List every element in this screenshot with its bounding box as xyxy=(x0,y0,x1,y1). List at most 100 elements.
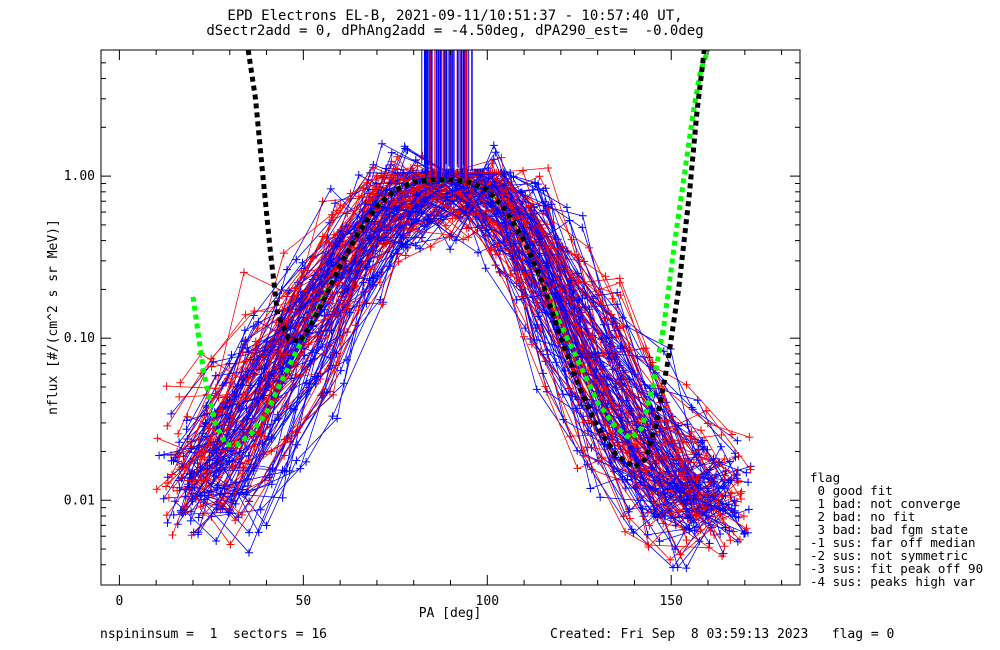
axis-layer: 0 50 100 150 0.01 0.10 1.00 xyxy=(64,49,800,609)
obs-point xyxy=(452,236,460,245)
obs-point xyxy=(733,436,742,445)
obs-point xyxy=(560,366,569,375)
obs-point xyxy=(489,155,498,164)
obs-point xyxy=(211,389,220,398)
obs-point xyxy=(187,507,196,516)
obs-point xyxy=(370,217,379,226)
obs-point xyxy=(696,525,705,534)
obs-point xyxy=(651,459,660,468)
obs-point xyxy=(660,439,669,448)
obs-point xyxy=(237,510,246,519)
obs-point xyxy=(213,437,222,446)
obs-curve xyxy=(180,172,689,511)
obs-curve xyxy=(190,191,724,554)
obs-point xyxy=(328,412,337,421)
obs-point xyxy=(500,179,509,188)
obs-point xyxy=(195,484,204,493)
obs-curve xyxy=(173,144,691,501)
obs-point xyxy=(645,353,654,362)
obs-point xyxy=(733,537,742,546)
obs-point xyxy=(725,526,734,535)
obs-curve xyxy=(170,183,697,512)
obs-point xyxy=(420,222,429,231)
obs-point xyxy=(293,440,302,449)
obs-point xyxy=(187,444,196,453)
obs-point xyxy=(267,433,276,442)
obs-point xyxy=(550,290,559,299)
obs-point xyxy=(535,235,544,244)
obs-point xyxy=(736,489,745,498)
obs-point xyxy=(633,444,642,453)
obs-point xyxy=(619,323,628,332)
obs-point xyxy=(342,301,351,310)
obs-point xyxy=(245,528,254,537)
obs-point xyxy=(744,505,753,514)
obs-point xyxy=(361,200,370,209)
obs-point xyxy=(693,396,702,405)
obs-point xyxy=(648,463,656,472)
obs-point xyxy=(318,232,327,241)
obs-point xyxy=(406,202,414,211)
obs-point xyxy=(446,245,455,254)
obs-point xyxy=(671,521,680,530)
obs-point xyxy=(617,342,625,351)
obs-point xyxy=(717,442,725,451)
obs-point xyxy=(579,451,588,460)
flag-legend: flag 0 good fit 1 bad: not converge 2 ba… xyxy=(810,471,983,588)
footer-left-info: nspininsum = 1 sectors = 16 xyxy=(100,627,327,642)
data-layer xyxy=(152,50,755,573)
obs-point xyxy=(258,393,267,402)
obs-point xyxy=(175,438,184,447)
obs-point xyxy=(212,537,221,545)
obs-point xyxy=(250,442,259,451)
obs-point xyxy=(459,235,468,244)
obs-point xyxy=(302,379,311,388)
obs-point xyxy=(562,203,571,212)
obs-point xyxy=(402,240,410,249)
obs-point xyxy=(412,202,421,210)
obs-point xyxy=(182,425,191,434)
obs-point xyxy=(372,179,381,188)
obs-point xyxy=(169,483,178,492)
obs-curve xyxy=(221,172,739,519)
obs-point xyxy=(225,359,234,368)
obs-point xyxy=(735,535,744,544)
obs-point xyxy=(339,225,348,234)
obs-point xyxy=(745,433,754,442)
obs-point xyxy=(326,184,335,193)
obs-point xyxy=(532,385,541,394)
obs-point xyxy=(244,374,253,383)
obs-point xyxy=(605,349,614,357)
obs-point xyxy=(329,390,338,399)
obs-point xyxy=(616,291,625,300)
obs-point xyxy=(627,525,636,534)
obs-point xyxy=(630,370,639,379)
obs-point xyxy=(615,274,624,283)
obs-point xyxy=(293,278,302,287)
obs-point xyxy=(168,470,176,479)
obs-point xyxy=(631,483,640,492)
obs-point xyxy=(744,478,753,487)
obs-point xyxy=(509,239,518,248)
footer-right-info: Created: Fri Sep 8 03:59:13 2023 flag = … xyxy=(550,627,895,642)
obs-point xyxy=(241,490,250,498)
obs-point xyxy=(266,467,275,475)
obs-point xyxy=(408,185,417,194)
obs-point xyxy=(464,233,473,242)
obs-point xyxy=(378,139,386,148)
obs-point xyxy=(342,355,351,364)
obs-point xyxy=(741,528,750,537)
obs-point xyxy=(310,354,318,363)
obs-point xyxy=(614,441,623,450)
obs-point xyxy=(536,291,545,300)
obs-point xyxy=(240,268,248,277)
obs-point xyxy=(152,485,161,494)
obs-point xyxy=(703,419,712,428)
obs-point xyxy=(644,541,653,549)
x-axis-label: PA [deg] xyxy=(419,606,482,621)
y-tick-label: 0.01 xyxy=(64,493,95,508)
obs-point xyxy=(411,155,420,164)
obs-point xyxy=(742,468,751,477)
obs-point xyxy=(279,249,288,258)
obs-point xyxy=(618,313,627,322)
